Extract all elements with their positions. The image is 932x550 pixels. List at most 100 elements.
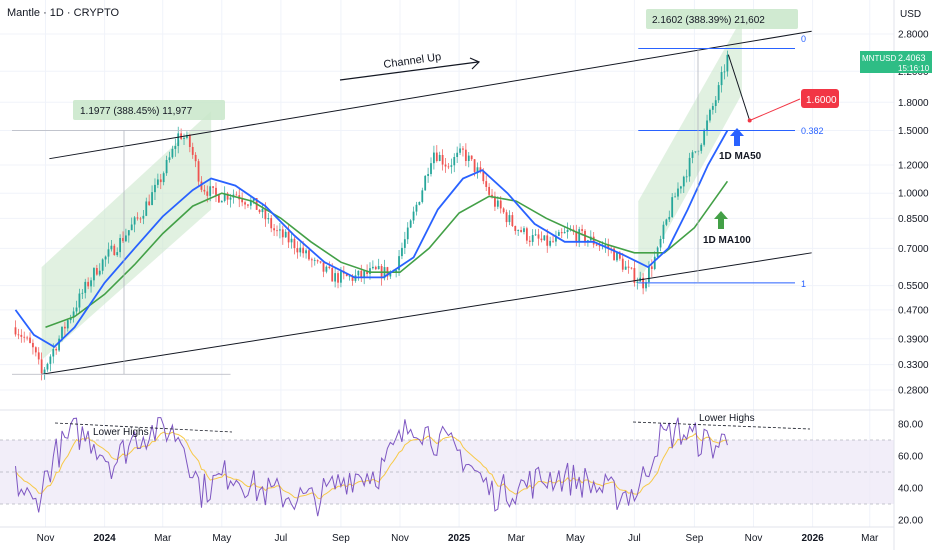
channel-bottom-line xyxy=(41,252,812,375)
candle-body xyxy=(287,231,290,243)
candle-body xyxy=(133,217,136,225)
time-tick-label: 2026 xyxy=(801,533,824,544)
candle-body xyxy=(421,190,424,202)
candle-body xyxy=(217,194,220,203)
candle-body xyxy=(441,154,444,165)
candle-body xyxy=(479,167,482,172)
candle-body xyxy=(502,208,505,213)
candle-body xyxy=(581,229,583,231)
candle-body xyxy=(183,137,185,139)
price-value: 2.4063 xyxy=(898,53,926,63)
candle-body xyxy=(360,270,363,277)
candle-body xyxy=(328,266,331,269)
candle-body xyxy=(726,54,729,72)
candle-body xyxy=(700,144,703,151)
lower-highs-right-line xyxy=(632,421,811,430)
candle-body xyxy=(87,281,90,287)
candle-body xyxy=(430,163,432,175)
candle-body xyxy=(107,249,110,257)
time-tick-label: Mar xyxy=(154,533,172,544)
candle-body xyxy=(296,248,299,253)
lower-highs-left: Lower Highs xyxy=(93,427,149,438)
candle-body xyxy=(273,228,275,231)
candle-body xyxy=(447,166,450,168)
price-tick-label: 0.3900 xyxy=(898,334,929,345)
candle-body xyxy=(348,275,351,277)
candle-body xyxy=(34,347,37,353)
ma100-line xyxy=(45,180,729,329)
candle-body xyxy=(116,252,119,256)
candle-body xyxy=(633,268,636,283)
candle-body xyxy=(14,327,17,335)
candle-body xyxy=(110,245,113,250)
candle-body xyxy=(302,247,305,254)
candle-body xyxy=(95,268,98,275)
candle-body xyxy=(90,280,92,287)
candle-body xyxy=(543,235,546,241)
price-badge xyxy=(860,51,932,73)
candle-body xyxy=(677,188,679,197)
candle-body xyxy=(293,238,296,249)
candle-body xyxy=(636,281,639,283)
price-tick-label: 0.3300 xyxy=(898,360,929,371)
candle-body xyxy=(496,200,499,207)
price-axis[interactable] xyxy=(894,0,932,550)
measure-zone xyxy=(638,18,742,283)
candle-body xyxy=(98,270,101,275)
candle-body xyxy=(398,256,400,271)
candle-body xyxy=(621,258,624,270)
candle-body xyxy=(537,234,540,239)
candle-body xyxy=(258,209,261,213)
candle-body xyxy=(290,238,293,243)
candle-body xyxy=(55,348,58,351)
candle-body xyxy=(299,247,302,253)
price-tick-label: 2.8000 xyxy=(898,30,929,41)
price-tick-label: 1.8000 xyxy=(898,98,929,109)
candle-body xyxy=(351,275,354,281)
candle-body xyxy=(467,155,470,161)
candle-body xyxy=(369,268,371,274)
rsi-tick-label: 20.00 xyxy=(898,516,923,527)
candle-body xyxy=(249,200,252,206)
candle-body xyxy=(142,215,145,219)
candle-body xyxy=(508,215,511,223)
time-tick-label: Nov xyxy=(391,533,409,544)
candle-body xyxy=(415,204,418,212)
candle-body xyxy=(418,201,421,205)
candle-body xyxy=(645,282,647,289)
candle-body xyxy=(412,211,415,221)
candle-body xyxy=(409,220,412,228)
price-tick-label: 0.7000 xyxy=(898,244,929,255)
candle-body xyxy=(653,256,656,269)
candle-body xyxy=(63,326,66,329)
candle-body xyxy=(450,165,453,167)
candle-body xyxy=(247,204,249,206)
candle-body xyxy=(659,238,662,248)
candle-body xyxy=(694,151,697,153)
fib-label-0: 0 xyxy=(801,34,806,44)
candle-body xyxy=(505,212,508,223)
price-tick-label: 0.2800 xyxy=(898,386,929,397)
candle-body xyxy=(555,235,557,242)
candle-body xyxy=(244,202,246,205)
candle-body xyxy=(427,174,429,176)
candle-body xyxy=(438,154,441,162)
candle-body xyxy=(177,133,180,147)
measure-label-left: 1.1977 (388.45%) 11,977 xyxy=(80,106,193,117)
rsi-tick-label: 80.00 xyxy=(898,420,923,431)
rsi-axis-ticks: 80.00 60.00 40.00 20.00 xyxy=(898,420,923,527)
candle-body xyxy=(313,260,316,262)
candle-body xyxy=(720,72,723,86)
candle-body xyxy=(618,252,621,259)
time-axis-ticks[interactable]: Nov 2024 Mar May Jul Sep Nov 2025 Mar May Jul Sep No… xyxy=(37,533,879,544)
candle-body xyxy=(145,201,148,216)
time-tick-label: Jul xyxy=(274,533,287,544)
candle-body xyxy=(308,250,310,260)
time-tick-label: May xyxy=(212,533,231,544)
price-tick-label: 0.4700 xyxy=(898,305,929,316)
candle-body xyxy=(444,164,447,167)
candle-body xyxy=(627,266,630,268)
candle-body xyxy=(281,229,284,238)
ma100-arrow-icon xyxy=(714,211,728,229)
